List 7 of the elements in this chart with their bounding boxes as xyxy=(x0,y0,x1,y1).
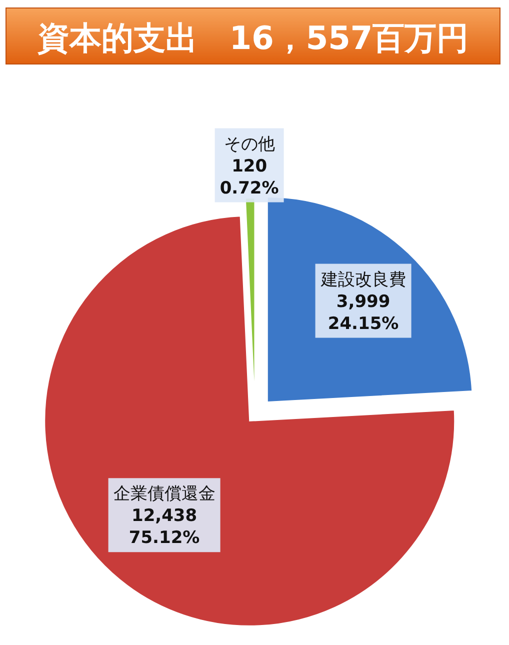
slice-label: 建設改良費 xyxy=(320,270,406,290)
data-label: 12,438 75.12% xyxy=(128,506,200,548)
slice-label: 企業債償還金 xyxy=(113,484,216,504)
slice-label: その他 xyxy=(224,134,275,154)
chart-title: 資本的支出 16，557百万円 xyxy=(36,19,469,57)
data-label: 120 0.72% xyxy=(220,156,279,198)
data-label: 3,999 24.15% xyxy=(328,292,399,334)
